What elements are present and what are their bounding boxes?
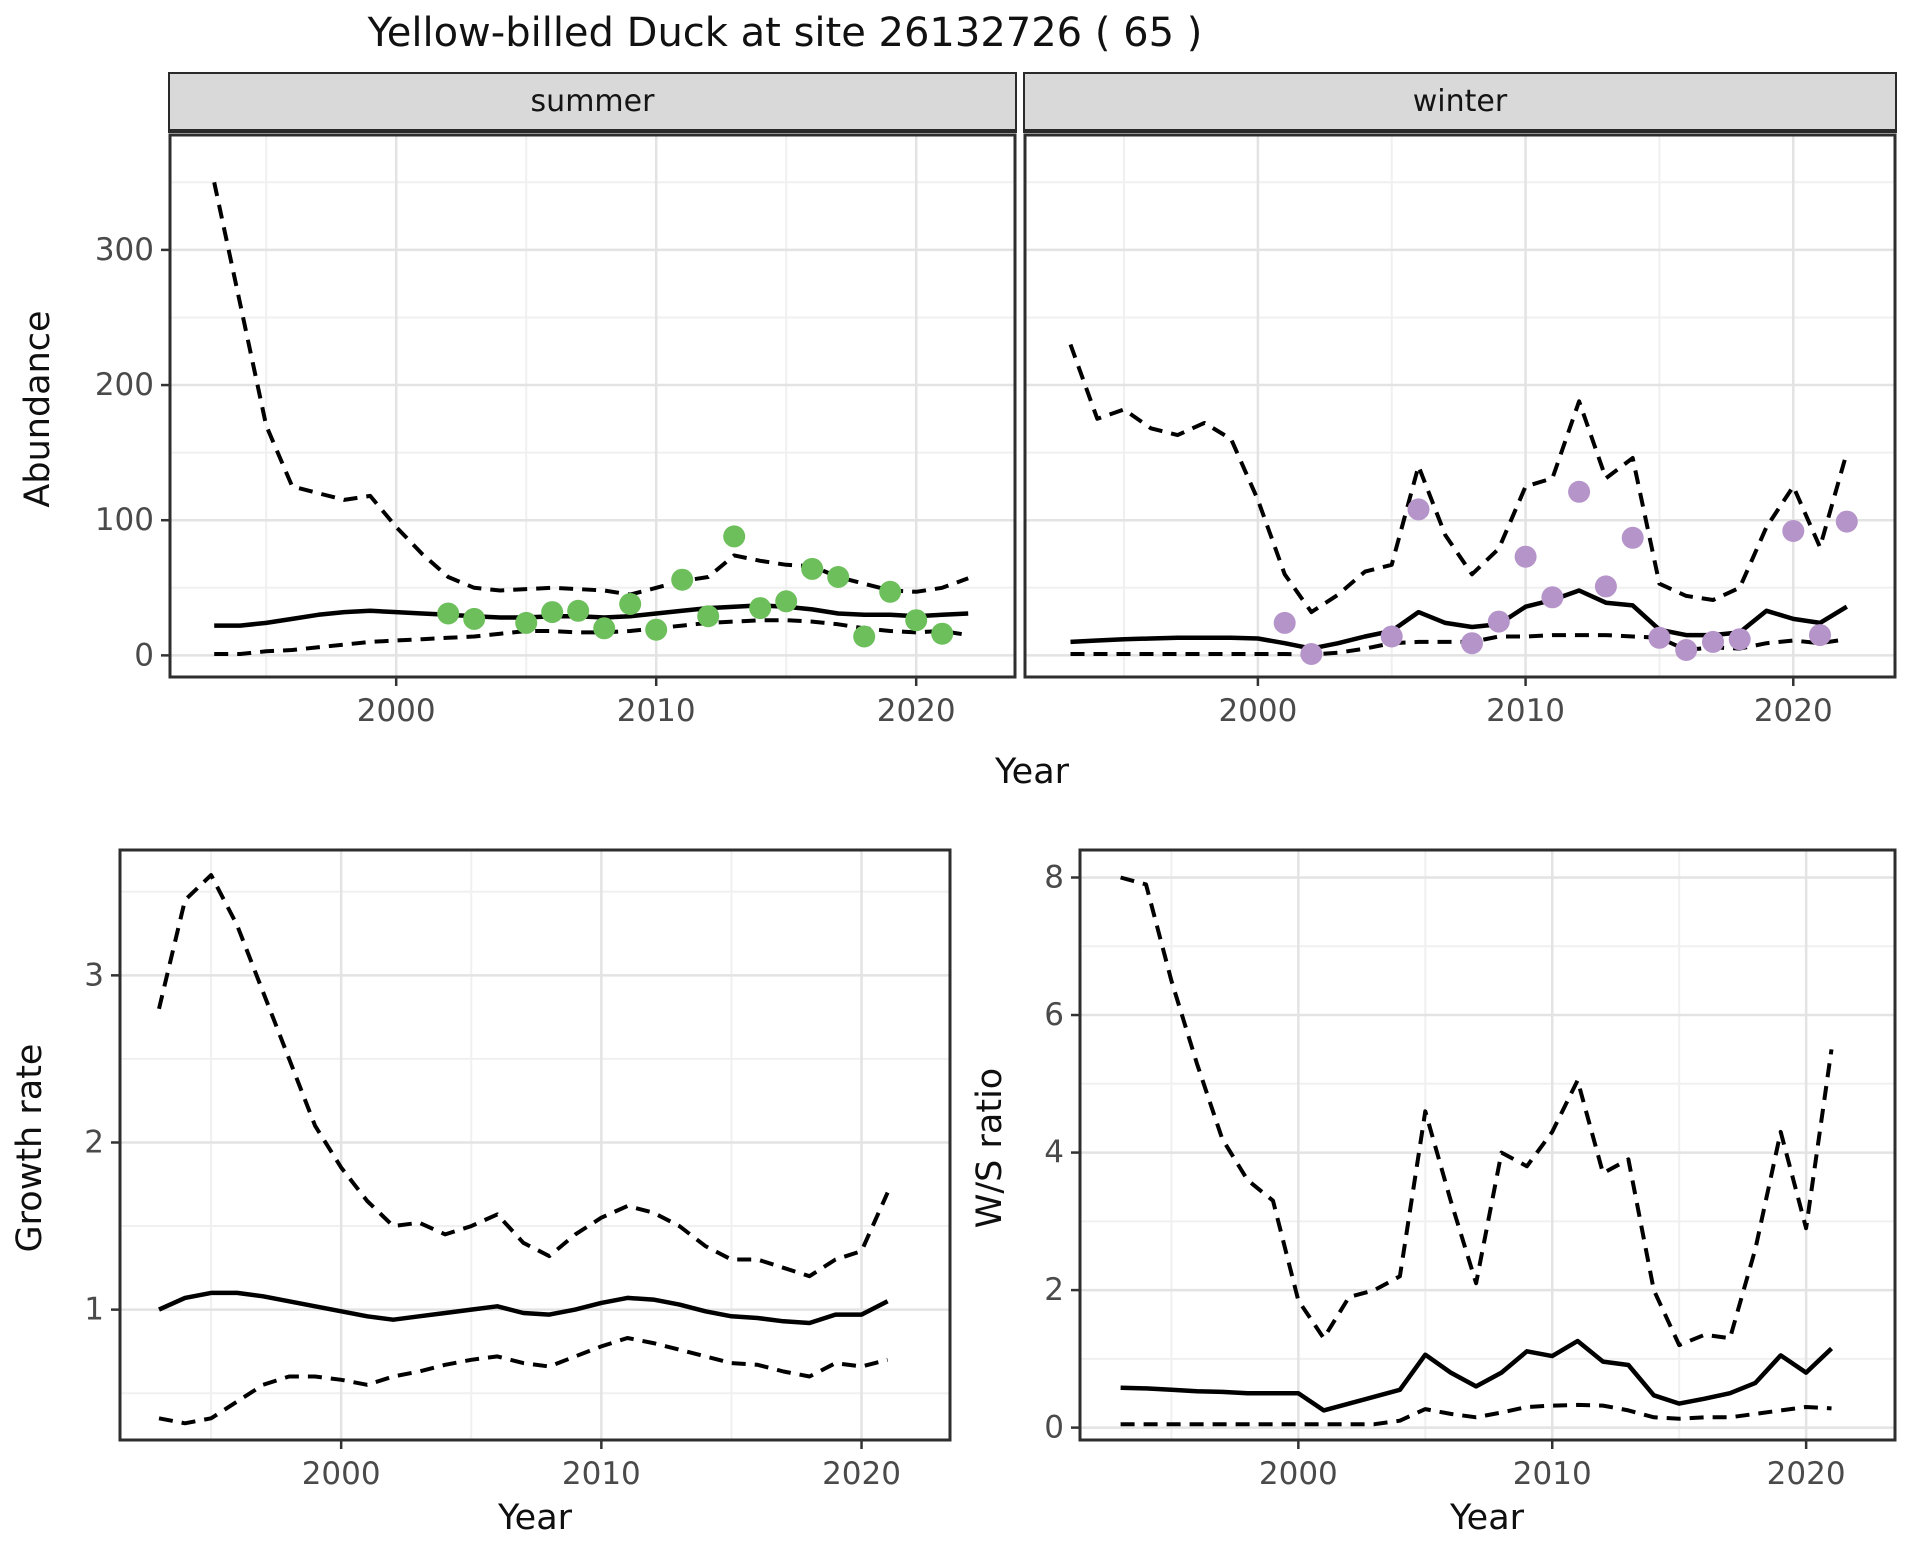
- x-tick-label: 2020: [822, 1456, 901, 1492]
- data-point-summer-2002: [437, 602, 460, 625]
- y-axis-title-abundance: Abundance: [18, 310, 58, 508]
- panel-background: [1025, 135, 1895, 677]
- data-point-winter-2022: [1835, 510, 1858, 533]
- data-point-winter-2014: [1621, 526, 1644, 549]
- panel-growth-rate: 2000 2010 2020 1 2 3: [84, 848, 952, 1492]
- y-axis-title-ws-ratio: W/S ratio: [970, 1067, 1010, 1229]
- facet-strip-winter: winter: [1023, 72, 1897, 133]
- y-tick-label: 300: [95, 232, 154, 268]
- data-point-summer-2021: [931, 622, 954, 645]
- data-point-summer-2009: [619, 593, 642, 615]
- facet-strip-summer-label: summer: [530, 84, 655, 119]
- y-tick-label: 0: [1044, 1410, 1064, 1446]
- panel-border: [1078, 848, 1897, 1442]
- data-point-summer-2012: [697, 605, 720, 628]
- data-point-summer-2018: [853, 625, 876, 648]
- x-tick-label: 2010: [617, 693, 696, 729]
- data-point-summer-2020: [905, 609, 928, 632]
- x-tick-label: 2010: [1513, 1456, 1592, 1492]
- x-axis-title-year-ratio: Year: [1449, 1498, 1525, 1538]
- x-tick-label: 2000: [1218, 693, 1297, 729]
- y-tick-label: 6: [1044, 997, 1064, 1033]
- data-point-summer-2019: [879, 580, 902, 603]
- data-point-winter-2006: [1407, 498, 1430, 521]
- upper-ci-line: [1068, 343, 1849, 615]
- x-axis-title-year-top: Year: [994, 752, 1070, 792]
- median-line: [158, 1290, 889, 1326]
- data-point-winter-2017: [1702, 630, 1724, 653]
- data-point-summer-2014: [749, 597, 772, 620]
- data-point-summer-2005: [515, 611, 538, 634]
- data-point-summer-2008: [593, 617, 616, 640]
- x-tick-label: 2000: [302, 1456, 381, 1492]
- upper-ci-line: [212, 181, 969, 597]
- data-point-winter-2008: [1461, 632, 1483, 655]
- data-point-summer-2010: [645, 618, 668, 641]
- data-point-summer-2017: [827, 566, 850, 588]
- upper-ci-line: [157, 873, 890, 1279]
- facet-strip-winter-label: winter: [1412, 84, 1508, 119]
- median-line: [1120, 1338, 1834, 1413]
- data-point-winter-2002: [1300, 643, 1323, 665]
- data-point-winter-2012: [1568, 480, 1591, 503]
- lower-ci-line: [158, 1336, 889, 1426]
- data-point-winter-2021: [1809, 624, 1831, 647]
- y-tick-label: 100: [95, 502, 154, 538]
- x-axis-title-year-growth: Year: [497, 1498, 573, 1538]
- data-point-summer-2003: [463, 607, 486, 630]
- panel-ws-ratio: 2000 2010 2020 0 2 4 6 8: [1044, 848, 1897, 1492]
- data-point-summer-2011: [671, 568, 694, 591]
- median-line: [214, 603, 969, 628]
- plot-title: Yellow-billed Duck at site 26132726 ( 65…: [367, 10, 1203, 56]
- y-tick-label: 4: [1044, 1135, 1064, 1171]
- data-point-winter-2018: [1728, 628, 1751, 651]
- data-point-winter-2015: [1648, 626, 1671, 649]
- upper-ci-line: [1120, 875, 1834, 1348]
- x-tick-label: 2010: [1486, 693, 1565, 729]
- x-tick-label: 2020: [1767, 1456, 1846, 1492]
- panel-border: [1023, 133, 1897, 679]
- data-point-winter-2005: [1380, 625, 1403, 648]
- panel-winter-abundance: 2000 2010 2020: [1023, 133, 1897, 729]
- x-tick-label: 2020: [1754, 693, 1833, 729]
- x-tick-label: 2020: [877, 693, 956, 729]
- data-point-winter-2020: [1782, 520, 1805, 542]
- facet-strip-summer: summer: [168, 72, 1017, 133]
- y-tick-label: 2: [84, 1124, 104, 1160]
- panel-background: [120, 850, 950, 1440]
- panel-border: [168, 133, 1017, 679]
- lower-ci-line: [1120, 1402, 1832, 1427]
- panel-background: [1080, 850, 1895, 1440]
- data-point-summer-2016: [801, 557, 824, 580]
- data-point-winter-2011: [1541, 586, 1564, 609]
- x-tick-label: 2010: [562, 1456, 641, 1492]
- panel-summer-abundance: 2000 2010 2020 0 100 200 300: [95, 133, 1017, 729]
- y-axis-title-growth-rate: Growth rate: [10, 1043, 50, 1253]
- data-point-winter-2016: [1675, 639, 1698, 661]
- data-point-summer-2015: [775, 590, 798, 613]
- x-tick-label: 2000: [1259, 1456, 1338, 1492]
- data-point-winter-2009: [1487, 610, 1510, 633]
- x-tick-label: 2000: [357, 693, 436, 729]
- y-tick-label: 3: [84, 957, 104, 993]
- y-tick-label: 8: [1044, 860, 1064, 896]
- y-tick-label: 0: [134, 637, 154, 673]
- data-point-summer-2007: [567, 599, 590, 622]
- data-point-summer-2006: [541, 601, 564, 624]
- data-point-winter-2010: [1514, 545, 1537, 568]
- panel-border: [118, 848, 952, 1442]
- data-point-summer-2013: [723, 525, 746, 548]
- data-point-winter-2001: [1273, 611, 1296, 634]
- data-point-winter-2013: [1594, 575, 1617, 598]
- y-tick-label: 2: [1044, 1272, 1064, 1308]
- y-tick-label: 1: [84, 1292, 104, 1328]
- lower-ci-line: [214, 618, 969, 656]
- y-tick-label: 200: [95, 367, 154, 403]
